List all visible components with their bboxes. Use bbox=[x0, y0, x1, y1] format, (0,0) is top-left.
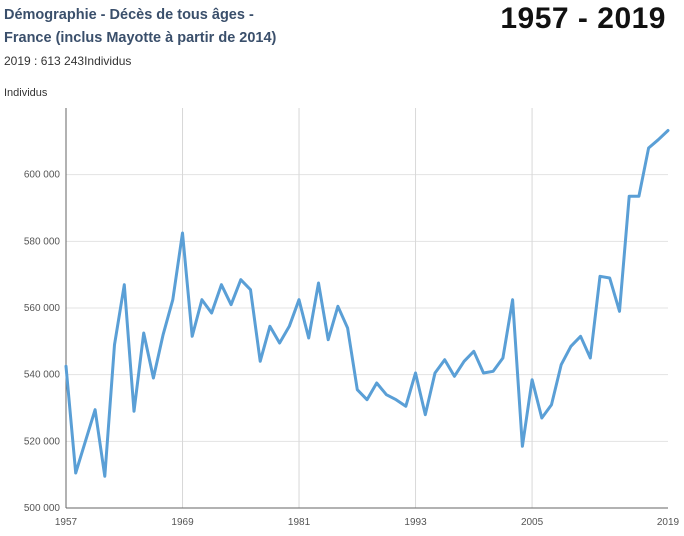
x-tick-label: 1993 bbox=[404, 517, 427, 528]
y-tick-label: 520 000 bbox=[24, 436, 61, 447]
chart-title-line-2: France (inclus Mayotte à partir de 2014) bbox=[4, 30, 277, 46]
chart-title-line-1: Démographie - Décès de tous âges - bbox=[4, 7, 254, 23]
y-axis-label: Individus bbox=[4, 87, 48, 99]
x-tick-label: 1957 bbox=[55, 517, 78, 528]
y-tick-label: 560 000 bbox=[24, 303, 61, 314]
period-label: 1957 - 2019 bbox=[500, 2, 666, 35]
chart-subtitle: 2019 : 613 243Individus bbox=[4, 54, 132, 68]
y-tick-label: 580 000 bbox=[24, 236, 61, 247]
chart-title: Démographie - Décès de tous âges - Franc… bbox=[4, 4, 354, 50]
y-tick-label: 540 000 bbox=[24, 370, 61, 381]
x-tick-label: 2019 bbox=[657, 517, 680, 528]
y-tick-label: 500 000 bbox=[24, 503, 61, 514]
x-tick-label: 2005 bbox=[521, 517, 544, 528]
y-tick-label: 600 000 bbox=[24, 170, 61, 181]
x-tick-label: 1981 bbox=[288, 517, 311, 528]
x-tick-label: 1969 bbox=[171, 517, 194, 528]
series-line bbox=[64, 129, 670, 478]
